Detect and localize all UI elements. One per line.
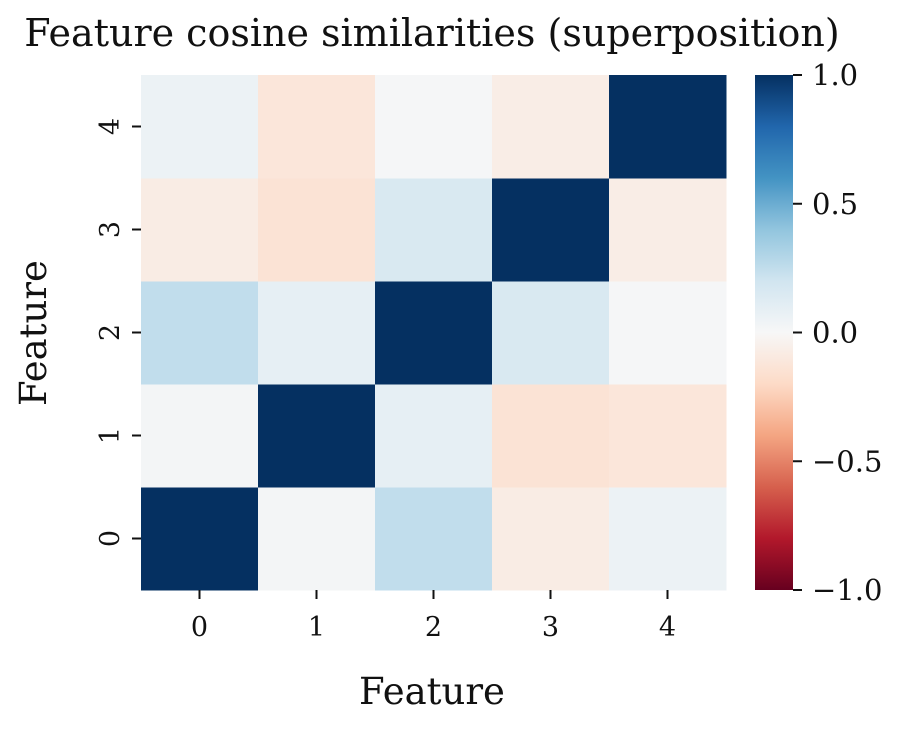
heatmap-cell-3-2: [375, 178, 493, 282]
heatmap-cell-0-2: [375, 487, 493, 591]
heatmap-cell-0-1: [258, 487, 376, 591]
heatmap-cell-4-4: [609, 75, 727, 179]
x-tick-label: 1: [308, 612, 325, 643]
heatmap-cell-0-0: [141, 487, 259, 591]
heatmap-cell-4-2: [375, 75, 493, 179]
y-tick-label: 0: [95, 530, 126, 547]
y-tick-label: 2: [95, 324, 126, 341]
colorbar-tick-label: −0.5: [812, 444, 882, 478]
heatmap-cell-4-1: [258, 75, 376, 179]
heatmap-cell-2-4: [609, 281, 727, 385]
heatmap-cell-3-3: [492, 178, 610, 282]
x-tick-label: 4: [659, 612, 676, 643]
y-axis-ticks: 0 1 2 3 4: [95, 118, 141, 547]
colorbar-tick-label: 1.0: [812, 58, 858, 92]
heatmap-cells: [141, 75, 727, 591]
heatmap-cell-4-3: [492, 75, 610, 179]
x-tick-label: 3: [542, 612, 559, 643]
heatmap-cell-3-4: [609, 178, 727, 282]
heatmap-cell-1-1: [258, 384, 376, 488]
heatmap-cell-4-0: [141, 75, 259, 179]
colorbar-tick-label: 0.5: [812, 187, 858, 221]
heatmap-cell-2-1: [258, 281, 376, 385]
y-tick-label: 4: [95, 118, 126, 135]
y-axis-label: Feature: [12, 260, 55, 406]
chart-title: Feature cosine similarities (superpositi…: [24, 11, 839, 55]
heatmap-cell-3-1: [258, 178, 376, 282]
x-axis-label: Feature: [359, 670, 505, 713]
colorbar-tick-label: 0.0: [812, 316, 858, 350]
heatmap-cell-0-3: [492, 487, 610, 591]
heatmap-cell-2-3: [492, 281, 610, 385]
colorbar: [755, 75, 793, 590]
heatmap-cell-0-4: [609, 487, 727, 591]
heatmap-cell-2-2: [375, 281, 493, 385]
y-tick-label: 1: [95, 427, 126, 444]
x-tick-label: 0: [191, 612, 208, 643]
y-tick-label: 3: [95, 221, 126, 238]
heatmap-cell-1-2: [375, 384, 493, 488]
colorbar-tick-label: −1.0: [812, 573, 882, 607]
heatmap-cell-1-3: [492, 384, 610, 488]
heatmap-cell-1-4: [609, 384, 727, 488]
colorbar-ticks: 1.0 0.5 0.0 −0.5 −1.0: [793, 58, 882, 607]
x-tick-label: 2: [425, 612, 442, 643]
heatmap-cell-3-0: [141, 178, 259, 282]
heatmap-cell-2-0: [141, 281, 259, 385]
heatmap-cell-1-0: [141, 384, 259, 488]
x-axis-ticks: 0 1 2 3 4: [191, 590, 676, 643]
